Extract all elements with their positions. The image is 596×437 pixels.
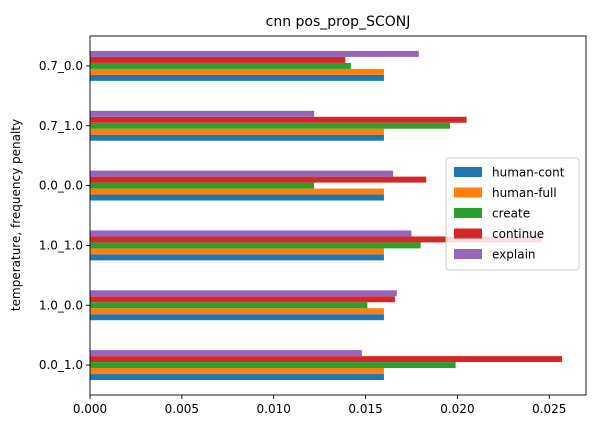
chart-title: cnn pos_prop_SCONJ — [266, 14, 411, 30]
bar-human-cont-0.7_1.0 — [90, 134, 384, 141]
legend-label-explain: explain — [492, 248, 536, 262]
legend-label-human-cont: human-cont — [492, 166, 565, 180]
legend-label-continue: continue — [492, 227, 544, 241]
legend-swatch-explain — [454, 249, 482, 259]
legend-box — [445, 157, 580, 271]
x-tick-label: 0.020 — [440, 402, 474, 416]
bar-human-full-1.0_1.0 — [90, 248, 384, 255]
bars-layer — [90, 50, 563, 381]
bar-create-0.0_0.0 — [90, 182, 315, 189]
legend-swatch-continue — [454, 228, 482, 239]
bar-create-0.7_1.0 — [90, 122, 451, 129]
x-tick-label: 0.005 — [165, 402, 199, 416]
legend-label-human-full: human-full — [492, 186, 557, 200]
bar-human-cont-1.0_1.0 — [90, 254, 384, 261]
legend: human-cont human-full create continue explai… — [445, 157, 580, 271]
bar-human-full-0.7_1.0 — [90, 128, 384, 135]
y-tick-label: 1.0_1.0 — [39, 238, 83, 252]
bar-create-0.0_1.0 — [90, 362, 456, 369]
y-tick-label: 0.7_0.0 — [39, 59, 83, 73]
y-tick-label: 0.0_0.0 — [39, 179, 83, 193]
x-tick-label: 0.000 — [73, 402, 107, 416]
bar-human-full-0.0_0.0 — [90, 188, 384, 195]
plot-frame — [89, 35, 587, 396]
bar-explain-0.0_1.0 — [90, 350, 362, 357]
legend-swatch-human-full — [454, 187, 482, 198]
bar-explain-0.0_0.0 — [90, 170, 394, 177]
bar-human-cont-0.0_1.0 — [90, 374, 384, 381]
bar-create-1.0_0.0 — [90, 302, 368, 309]
bar-create-0.7_0.0 — [90, 62, 351, 69]
bar-human-full-0.7_0.0 — [90, 68, 384, 75]
bar-human-full-0.0_1.0 — [90, 368, 384, 375]
bar-human-full-1.0_0.0 — [90, 308, 384, 315]
bar-continue-1.0_1.0 — [90, 236, 542, 243]
x-tick-label: 0.010 — [257, 402, 291, 416]
bar-explain-0.7_0.0 — [90, 50, 419, 57]
legend-swatch-create — [454, 208, 482, 218]
bar-continue-1.0_0.0 — [90, 296, 395, 303]
x-tick-label: 0.015 — [348, 402, 382, 416]
y-tick-label: 0.7_1.0 — [39, 119, 83, 133]
y-tick-label: 0.0_1.0 — [39, 358, 83, 372]
bar-explain-0.7_1.0 — [90, 110, 315, 117]
x-tick-label: 0.025 — [532, 402, 566, 416]
bar-explain-1.0_1.0 — [90, 230, 412, 237]
bar-create-1.0_1.0 — [90, 242, 421, 249]
y-axis-label: temperature, frequency penalty — [9, 119, 23, 311]
bar-human-cont-1.0_0.0 — [90, 314, 384, 321]
bar-continue-0.0_0.0 — [90, 176, 427, 183]
bar-explain-1.0_0.0 — [90, 290, 397, 297]
bar-continue-0.7_1.0 — [90, 116, 467, 123]
bar-continue-0.7_0.0 — [90, 56, 346, 63]
axes-layer: 0.000 0.005 0.010 0.015 0.020 0.025 0.0_1.0 1.0… — [39, 35, 587, 416]
bar-human-cont-0.0_0.0 — [90, 194, 384, 201]
legend-label-create: create — [492, 207, 530, 221]
legend-swatch-human-cont — [454, 167, 482, 177]
bar-continue-0.0_1.0 — [90, 356, 563, 363]
bar-human-cont-0.7_0.0 — [90, 74, 384, 81]
y-tick-label: 1.0_0.0 — [39, 298, 83, 312]
